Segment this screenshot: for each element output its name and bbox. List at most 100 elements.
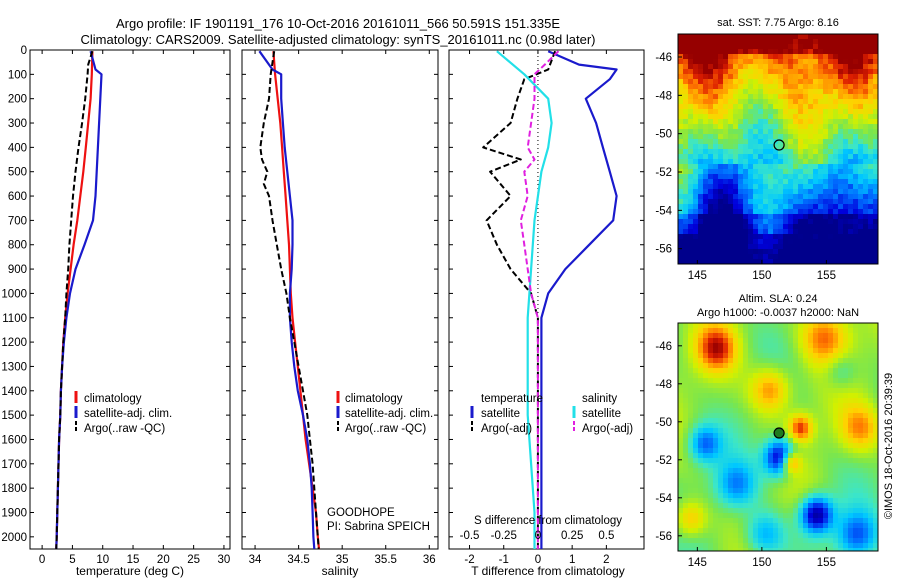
sst-cell — [738, 189, 744, 195]
sst-cell — [848, 239, 854, 245]
sst-cell — [718, 119, 724, 125]
sst-cell — [778, 174, 784, 180]
sla-cell — [718, 378, 724, 384]
sla-cell — [873, 478, 878, 484]
sst-cell — [853, 244, 859, 250]
sst-cell — [828, 249, 834, 255]
sla-cell — [873, 473, 878, 479]
sla-cell — [688, 463, 694, 469]
sst-cell — [703, 219, 709, 225]
sla-cell — [803, 453, 809, 459]
sla-cell — [768, 353, 774, 359]
sla-cell — [808, 378, 814, 384]
sst-cell — [773, 104, 779, 110]
sst-cell — [713, 234, 719, 240]
sla-cell — [698, 463, 704, 469]
sst-cell — [688, 239, 694, 245]
sst-cell — [813, 119, 819, 125]
sla-cell — [818, 343, 824, 349]
sla-cell — [868, 363, 874, 369]
sla-cell — [703, 388, 709, 394]
sst-cell — [788, 44, 794, 50]
sst-cell — [733, 134, 739, 140]
sst-cell — [748, 99, 754, 105]
sst-cell — [828, 194, 834, 200]
sst-cell — [788, 179, 794, 185]
sla-cell — [798, 408, 804, 414]
sla-cell — [818, 498, 824, 504]
sla-cell — [683, 388, 689, 394]
sla-cell — [783, 473, 789, 479]
sla-cell — [858, 428, 864, 434]
sst-cell — [778, 59, 784, 65]
sla-cell — [708, 403, 714, 409]
sla-cell — [788, 328, 794, 334]
sst-cell — [773, 64, 779, 70]
sst-cell — [688, 94, 694, 100]
sst-cell — [693, 239, 699, 245]
sst-cell — [798, 234, 804, 240]
sla-cell — [803, 503, 809, 509]
sla-cell — [833, 528, 839, 534]
sst-cell — [748, 239, 754, 245]
sst-cell — [803, 174, 809, 180]
sla-cell — [843, 363, 849, 369]
sla-cell — [718, 513, 724, 519]
sla-cell — [863, 533, 869, 539]
sst-cell — [848, 249, 854, 255]
sla-cell — [803, 398, 809, 404]
sst-cell — [693, 34, 699, 40]
sst-cell — [718, 204, 724, 210]
temperature-series — [55, 50, 103, 549]
sla-cell — [763, 368, 769, 374]
sla-cell — [793, 493, 799, 499]
sst-cell — [763, 224, 769, 230]
sla-cell — [848, 393, 854, 399]
sla-cell — [863, 438, 869, 444]
x-tick-label: -2 — [464, 554, 474, 566]
sla-cell — [868, 353, 874, 359]
sla-cell — [758, 488, 764, 494]
sla-cell — [848, 428, 854, 434]
sla-cell — [753, 523, 759, 529]
sla-cell — [813, 483, 819, 489]
sla-cell — [743, 443, 749, 449]
sla-cell — [818, 423, 824, 429]
sst-cell — [828, 209, 834, 215]
sst-cell — [763, 34, 769, 40]
sst-cell — [818, 89, 824, 95]
sst-cell — [728, 59, 734, 65]
sst-cell — [863, 69, 869, 75]
sla-cell — [833, 508, 839, 514]
sst-cell — [733, 154, 739, 160]
sst-cell — [768, 99, 774, 105]
sla-cell — [683, 463, 689, 469]
sla-cell — [838, 548, 844, 551]
sst-cell — [783, 44, 789, 50]
sla-cell — [733, 418, 739, 424]
sst-cell — [848, 169, 854, 175]
sst-cell — [748, 89, 754, 95]
sla-cell — [678, 518, 684, 524]
sla-cell — [793, 358, 799, 364]
sla-cell — [718, 393, 724, 399]
sla-cell — [708, 483, 714, 489]
sla-cell — [753, 483, 759, 489]
sla-cell — [733, 478, 739, 484]
sla-cell — [728, 403, 734, 409]
sst-cell — [763, 59, 769, 65]
sst-cell — [693, 59, 699, 65]
sst-cell — [873, 129, 878, 135]
sst-cell — [783, 114, 789, 120]
sla-cell — [708, 343, 714, 349]
sst-cell — [843, 64, 849, 70]
sla-cell — [753, 448, 759, 454]
sst-cell — [733, 39, 739, 45]
sla-cell — [793, 348, 799, 354]
sla-cell — [793, 458, 799, 464]
sst-cell — [728, 109, 734, 115]
sla-cell — [728, 423, 734, 429]
sst-cell — [698, 149, 704, 155]
sla-cell — [778, 548, 784, 551]
sla-cell — [873, 428, 878, 434]
